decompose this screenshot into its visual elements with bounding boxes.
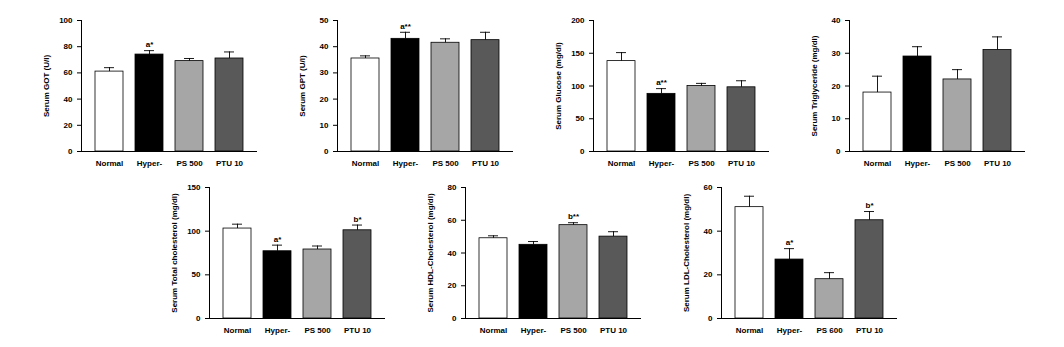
svg-text:100: 100 <box>187 227 201 236</box>
svg-text:b*: b* <box>354 215 363 224</box>
svg-text:200: 200 <box>571 16 585 25</box>
svg-text:80: 80 <box>64 42 73 51</box>
svg-text:PTU 10: PTU 10 <box>216 159 244 168</box>
svg-text:Normal: Normal <box>224 326 252 335</box>
svg-text:a**: a** <box>400 22 412 31</box>
svg-text:30: 30 <box>320 68 329 77</box>
svg-text:Hyper-: Hyper- <box>137 159 163 168</box>
svg-text:10: 10 <box>832 114 841 123</box>
svg-text:50: 50 <box>576 114 585 123</box>
svg-text:PTU 10: PTU 10 <box>728 159 756 168</box>
svg-text:Serum Triglyceride (mg/dl): Serum Triglyceride (mg/dl) <box>810 35 819 136</box>
svg-text:PTU 10: PTU 10 <box>600 326 628 335</box>
svg-text:b**: b** <box>568 212 580 221</box>
svg-text:0: 0 <box>836 147 841 156</box>
svg-text:60: 60 <box>64 68 73 77</box>
svg-text:20: 20 <box>320 95 329 104</box>
svg-text:50: 50 <box>320 16 329 25</box>
svg-text:Serum HDL-Cholesterol (mg/dl): Serum HDL-Cholesterol (mg/dl) <box>426 193 435 312</box>
svg-text:PS 500: PS 500 <box>560 326 587 335</box>
svg-text:PS 500: PS 500 <box>688 159 715 168</box>
svg-text:PS 500: PS 500 <box>944 159 971 168</box>
svg-text:30: 30 <box>832 49 841 58</box>
svg-text:Normal: Normal <box>736 326 764 335</box>
svg-text:100: 100 <box>59 16 73 25</box>
svg-text:Hyper-: Hyper- <box>265 326 291 335</box>
svg-text:60: 60 <box>448 216 457 225</box>
svg-text:Serum Glucose (mg/dl): Serum Glucose (mg/dl) <box>554 42 563 130</box>
svg-text:0: 0 <box>68 147 73 156</box>
svg-text:0: 0 <box>708 314 713 323</box>
svg-text:PTU 10: PTU 10 <box>856 326 884 335</box>
svg-text:a*: a* <box>274 235 282 244</box>
svg-text:150: 150 <box>571 49 585 58</box>
svg-text:0: 0 <box>452 314 457 323</box>
svg-text:PTU 10: PTU 10 <box>472 159 500 168</box>
svg-text:100: 100 <box>571 82 585 91</box>
svg-text:Hyper-: Hyper- <box>521 326 547 335</box>
svg-text:Normal: Normal <box>608 159 636 168</box>
svg-text:b*: b* <box>866 201 875 210</box>
svg-text:60: 60 <box>704 183 713 192</box>
svg-text:PS 500: PS 500 <box>304 326 331 335</box>
svg-text:Serum Total cholesterol (mg/dl: Serum Total cholesterol (mg/dl) <box>170 193 179 313</box>
svg-text:40: 40 <box>704 227 713 236</box>
svg-text:40: 40 <box>448 249 457 258</box>
svg-text:Serum GPT (U/l): Serum GPT (U/l) <box>298 55 307 117</box>
svg-text:Normal: Normal <box>96 159 124 168</box>
svg-text:20: 20 <box>832 82 841 91</box>
svg-text:Hyper-: Hyper- <box>905 159 931 168</box>
svg-text:Serum GOT (U/l): Serum GOT (U/l) <box>42 55 51 118</box>
svg-text:Normal: Normal <box>352 159 380 168</box>
svg-text:a*: a* <box>146 40 154 49</box>
svg-text:Serum LDL-Cholesterol (mg/dl): Serum LDL-Cholesterol (mg/dl) <box>682 194 691 313</box>
svg-text:a**: a** <box>656 78 668 87</box>
svg-text:20: 20 <box>704 270 713 279</box>
svg-text:40: 40 <box>64 95 73 104</box>
svg-text:0: 0 <box>580 147 585 156</box>
svg-text:20: 20 <box>64 121 73 130</box>
svg-text:PTU 10: PTU 10 <box>344 326 372 335</box>
svg-text:PTU 10: PTU 10 <box>984 159 1012 168</box>
svg-text:a*: a* <box>786 238 794 247</box>
svg-text:0: 0 <box>324 147 329 156</box>
svg-text:10: 10 <box>320 121 329 130</box>
svg-text:80: 80 <box>448 183 457 192</box>
svg-text:PS 600: PS 600 <box>816 326 843 335</box>
svg-text:Hyper-: Hyper- <box>649 159 675 168</box>
svg-text:40: 40 <box>320 42 329 51</box>
svg-text:PS 500: PS 500 <box>176 159 203 168</box>
svg-text:150: 150 <box>187 183 201 192</box>
svg-text:Hyper-: Hyper- <box>393 159 419 168</box>
svg-text:40: 40 <box>832 16 841 25</box>
svg-text:Normal: Normal <box>480 326 508 335</box>
svg-text:20: 20 <box>448 281 457 290</box>
svg-text:PS 500: PS 500 <box>432 159 459 168</box>
svg-text:Normal: Normal <box>864 159 892 168</box>
svg-text:50: 50 <box>192 270 201 279</box>
svg-text:Hyper-: Hyper- <box>777 326 803 335</box>
svg-text:0: 0 <box>196 314 201 323</box>
